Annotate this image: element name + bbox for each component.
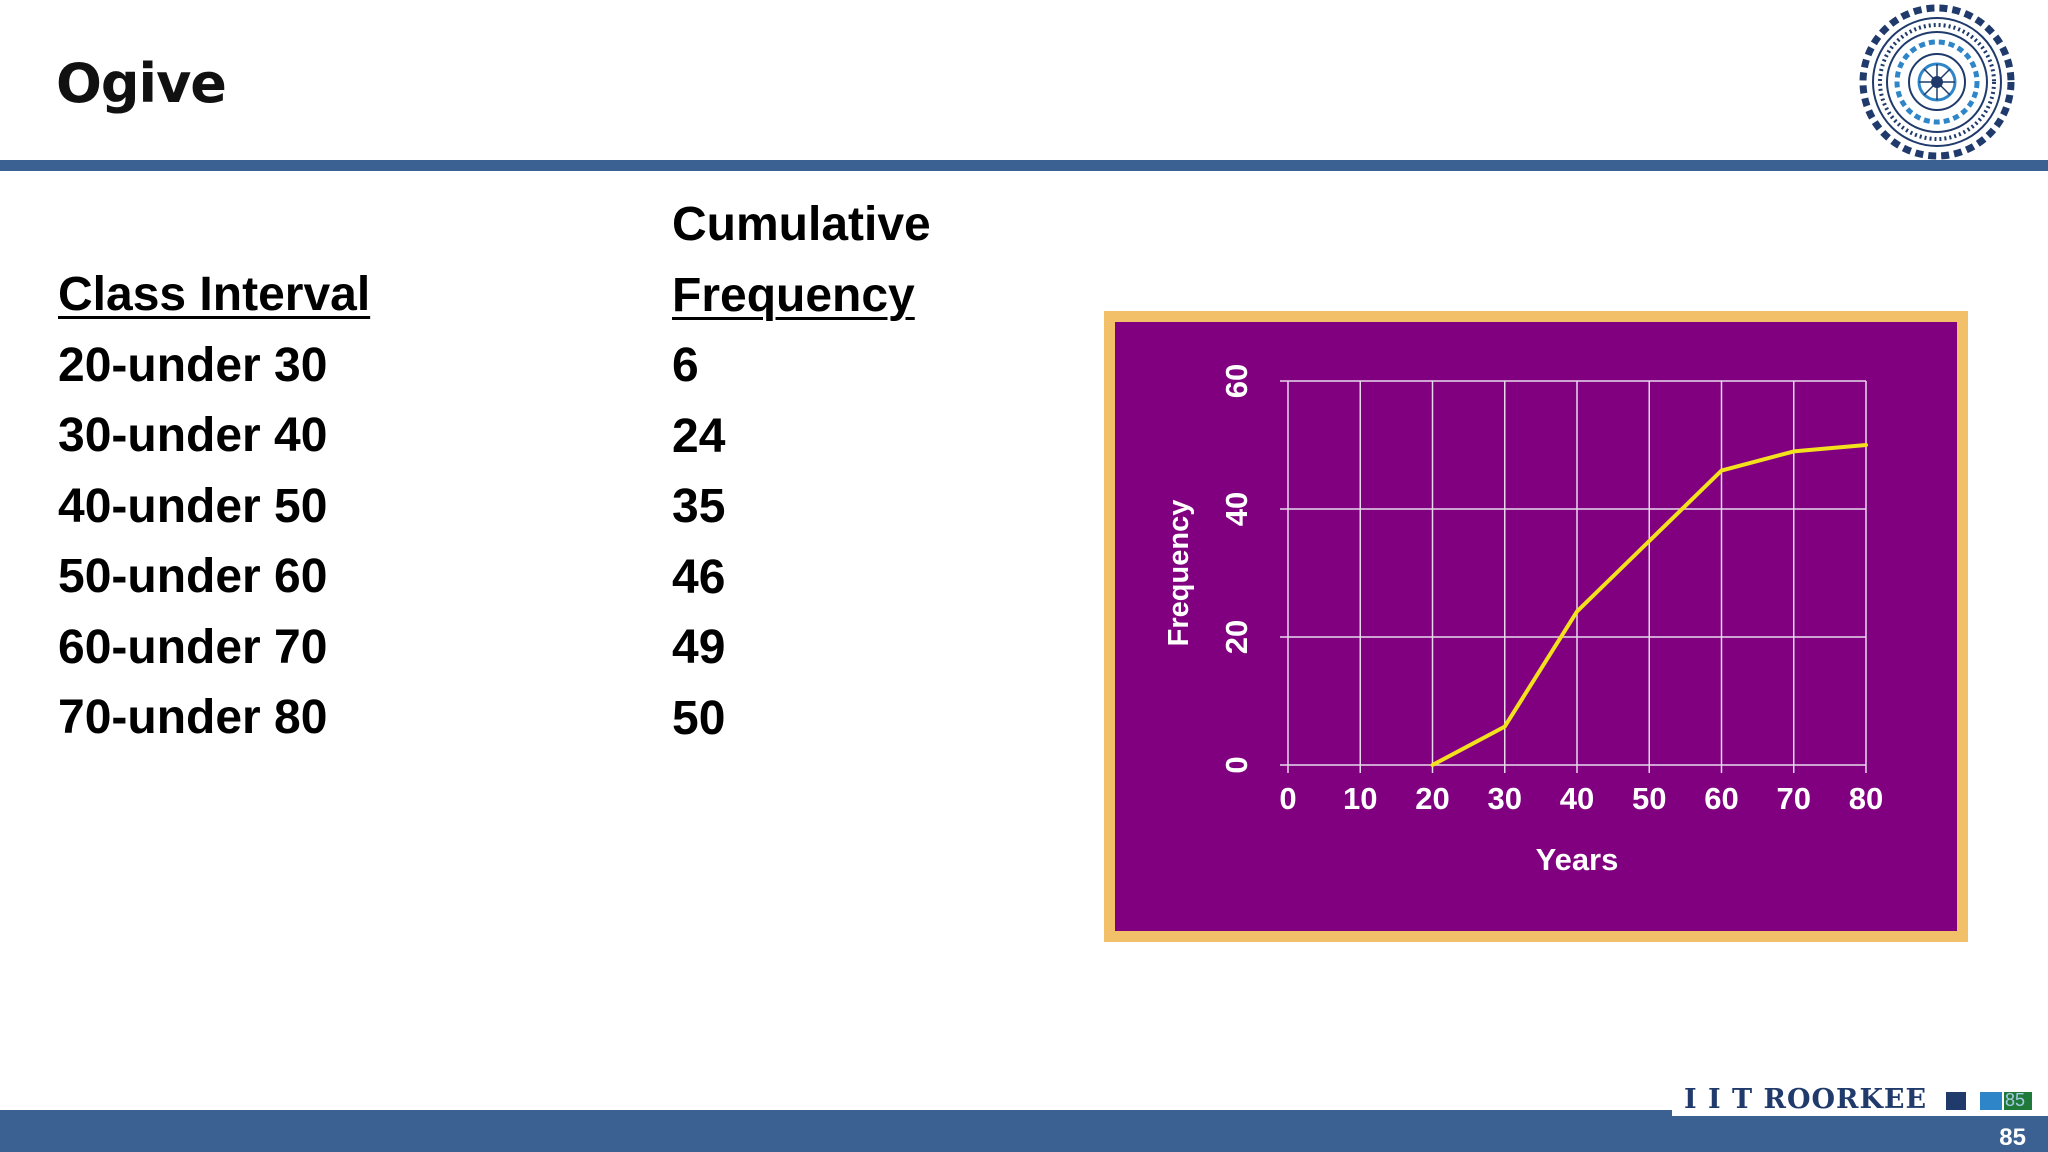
x-tick-label: 10 xyxy=(1343,781,1377,816)
cumulative-frequency-line xyxy=(1430,443,1868,767)
footer-bar xyxy=(0,1110,2048,1152)
footer-small-number: 85 xyxy=(2005,1090,2026,1110)
table-cell: 50 xyxy=(672,691,726,745)
cumulative-frequency-column: Cumulative Frequency 6 24 35 46 49 50 xyxy=(672,190,931,754)
x-tick-label: 80 xyxy=(1849,781,1883,816)
brand-square-icon xyxy=(1946,1092,1966,1110)
x-tick-label: 30 xyxy=(1488,781,1522,816)
brand-square-icon xyxy=(2004,1092,2032,1110)
table-cell: 24 xyxy=(672,409,726,463)
x-tick-label: 70 xyxy=(1777,781,1811,816)
slide-title: Ogive xyxy=(56,52,227,115)
table-cell: 20-under 30 xyxy=(58,338,328,392)
brand-square-icon xyxy=(1980,1092,2002,1110)
ogive-chart: 0 10 20 30 40 50 60 70 80 0 20 40 60 Years Frequency xyxy=(1163,364,1883,877)
cumulative-header-line1: Cumulative xyxy=(672,198,931,251)
x-axis-label: Years xyxy=(1536,842,1619,877)
table-cell: 6 xyxy=(672,339,699,392)
class-interval-column: Class Interval 20-under 30 30-under 40 4… xyxy=(58,260,370,754)
x-tick-label: 0 xyxy=(1279,781,1296,816)
y-axis-label: Frequency xyxy=(1163,500,1195,647)
y-tick-label: 0 xyxy=(1219,756,1254,773)
y-tick-label: 60 xyxy=(1219,364,1254,398)
x-tick-label: 20 xyxy=(1415,781,1449,816)
table-cell: 49 xyxy=(672,621,726,674)
page-number: 85 xyxy=(1999,1124,2026,1151)
x-tick-label: 50 xyxy=(1632,781,1666,816)
table-cell: 40-under 50 xyxy=(58,479,328,533)
x-tick-label: 60 xyxy=(1704,781,1738,816)
table-cell: 46 xyxy=(672,550,726,604)
table-cell: 35 xyxy=(672,480,726,533)
table-cell: 50-under 60 xyxy=(58,550,328,603)
frequency-header: Frequency xyxy=(672,268,915,322)
y-tick-label: 40 xyxy=(1219,492,1254,526)
header-divider xyxy=(0,160,2048,171)
class-interval-header: Class Interval xyxy=(58,268,371,321)
table-cell: 60-under 70 xyxy=(58,620,328,674)
table-cell: 70-under 80 xyxy=(58,691,328,744)
x-tick-label: 40 xyxy=(1560,781,1594,816)
ogive-chart-frame: 0 10 20 30 40 50 60 70 80 0 20 40 60 Years Frequency xyxy=(1104,311,1968,942)
table-cell: 30-under 40 xyxy=(58,409,328,462)
y-tick-label: 20 xyxy=(1219,620,1254,654)
iit-roorkee-logo xyxy=(1859,4,2015,160)
iit-roorkee-wordmark: I I T ROORKEE xyxy=(1684,1084,1928,1115)
